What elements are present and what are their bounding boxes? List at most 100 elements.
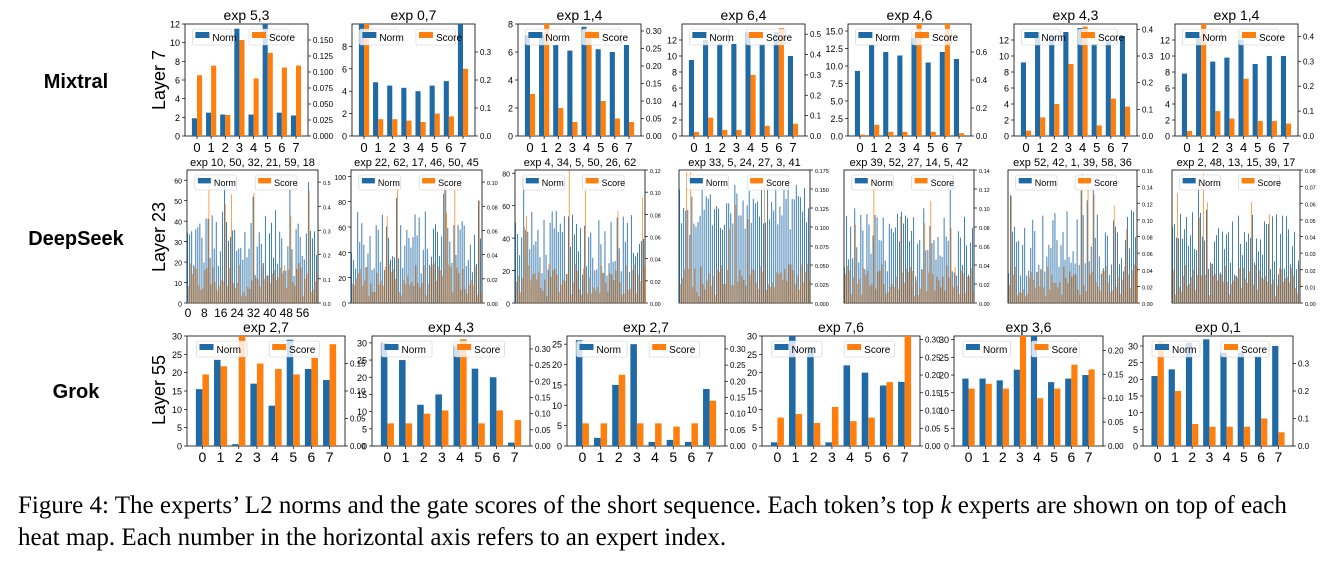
norm-bar bbox=[748, 191, 750, 303]
norm-bar bbox=[266, 275, 268, 303]
score-bar bbox=[1209, 295, 1210, 303]
score-bar bbox=[1287, 276, 1288, 303]
score-bar bbox=[1019, 292, 1020, 303]
score-bar bbox=[587, 293, 588, 303]
x-tick-label: 5 bbox=[864, 449, 872, 465]
norm-bar bbox=[414, 214, 416, 303]
score-bar bbox=[1245, 278, 1246, 303]
score-bar bbox=[1251, 202, 1252, 303]
norm-bar bbox=[559, 223, 561, 303]
x-tick-label: 3 bbox=[1205, 449, 1213, 465]
norm-bar bbox=[1212, 263, 1213, 303]
norm-bar bbox=[765, 222, 766, 303]
y-tick-label-right: 0.12 bbox=[979, 188, 990, 194]
score-bar bbox=[419, 287, 421, 303]
norm-bar bbox=[962, 378, 969, 446]
score-bar bbox=[401, 295, 403, 303]
score-bar bbox=[1293, 275, 1294, 303]
score-bar bbox=[224, 203, 226, 303]
y-tick-label-right: 0.00 bbox=[979, 302, 990, 308]
score-bar bbox=[1125, 228, 1127, 303]
norm-bar bbox=[1008, 273, 1010, 303]
norm-bar bbox=[224, 185, 225, 303]
norm-bar bbox=[553, 228, 555, 303]
norm-bar bbox=[402, 267, 404, 303]
score-bar bbox=[1115, 287, 1117, 303]
score-bar bbox=[583, 268, 584, 303]
score-bar bbox=[435, 280, 437, 303]
score-bar bbox=[627, 290, 629, 303]
norm-bar bbox=[287, 246, 289, 303]
y-tick-label-left: 15 bbox=[552, 380, 562, 390]
y-tick-label-left: 30 bbox=[1128, 342, 1138, 352]
legend-label-norm: Norm bbox=[378, 178, 400, 188]
norm-bar bbox=[1218, 228, 1219, 303]
norm-bar bbox=[373, 82, 379, 136]
score-bar bbox=[204, 270, 206, 303]
score-bar bbox=[875, 288, 877, 303]
norm-bar bbox=[872, 235, 874, 303]
score-bar bbox=[329, 344, 337, 446]
score-bar bbox=[1207, 202, 1208, 303]
y-tick-label-right: 0.20 bbox=[730, 377, 746, 386]
norm-bar bbox=[937, 236, 939, 303]
norm-bar bbox=[582, 274, 584, 303]
norm-bar bbox=[880, 240, 882, 303]
score-bar bbox=[924, 223, 926, 303]
legend-swatch-norm bbox=[1024, 32, 1039, 38]
y-tick-label-left: 30 bbox=[172, 332, 182, 342]
norm-bar bbox=[876, 217, 878, 303]
norm-bar bbox=[1032, 219, 1034, 303]
score-bar bbox=[356, 278, 357, 303]
norm-bar bbox=[929, 226, 931, 303]
norm-bar bbox=[365, 267, 367, 303]
score-bar bbox=[581, 294, 582, 303]
x-tick-label: 0 bbox=[360, 140, 367, 155]
norm-bar bbox=[201, 237, 203, 303]
norm-bar bbox=[1238, 215, 1239, 303]
norm-bar bbox=[478, 200, 479, 303]
norm-bar bbox=[410, 247, 412, 303]
x-tick-label: 3 bbox=[828, 449, 836, 465]
score-bar bbox=[427, 283, 429, 303]
x-tick-label: 2 bbox=[555, 140, 562, 155]
norm-bar bbox=[773, 210, 775, 303]
score-bar bbox=[1192, 424, 1199, 446]
norm-bar bbox=[1188, 245, 1189, 303]
x-tick-label: 7 bbox=[1282, 140, 1289, 155]
score-bar bbox=[529, 94, 536, 136]
norm-bar bbox=[258, 232, 260, 303]
norm-bar bbox=[561, 232, 563, 303]
norm-bar bbox=[457, 224, 459, 303]
norm-bar bbox=[441, 236, 443, 303]
norm-bar bbox=[533, 244, 535, 303]
score-bar bbox=[749, 275, 751, 303]
legend-swatch-score bbox=[251, 32, 266, 38]
legend-swatch-score bbox=[1241, 178, 1255, 184]
score-bar bbox=[780, 272, 782, 303]
score-bar bbox=[306, 273, 308, 303]
panel-title: exp 4,3 bbox=[428, 319, 474, 335]
norm-bar bbox=[1013, 369, 1020, 446]
norm-bar bbox=[1174, 224, 1175, 303]
score-bar bbox=[1041, 269, 1043, 303]
norm-bar bbox=[618, 248, 620, 303]
score-bar bbox=[310, 292, 312, 303]
norm-bar bbox=[1262, 254, 1263, 303]
score-bar bbox=[831, 406, 839, 446]
norm-bar bbox=[1202, 236, 1203, 303]
score-bar bbox=[390, 272, 392, 303]
norm-bar bbox=[531, 211, 533, 303]
score-bar bbox=[1226, 426, 1233, 446]
score-bar bbox=[293, 374, 300, 446]
score-bar bbox=[1110, 98, 1116, 136]
norm-bar bbox=[252, 196, 254, 303]
legend-label-norm: Norm bbox=[1041, 33, 1065, 44]
x-tick-label: 7 bbox=[459, 140, 466, 155]
score-bar bbox=[1031, 271, 1033, 303]
y-tick-label-left: 4 bbox=[1165, 100, 1170, 110]
norm-bar bbox=[917, 243, 919, 303]
score-bar bbox=[735, 204, 737, 303]
score-bar bbox=[206, 268, 208, 303]
y-tick-label-right: 0.00 bbox=[487, 302, 498, 308]
